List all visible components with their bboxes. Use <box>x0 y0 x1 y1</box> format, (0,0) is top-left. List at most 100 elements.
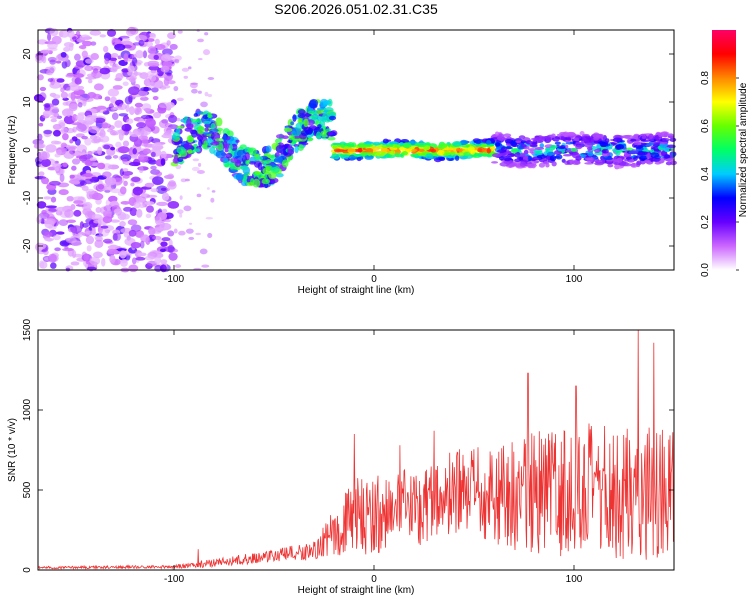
heatmap-cell <box>604 138 610 144</box>
heatmap-cell <box>519 161 527 167</box>
heatmap-cell <box>61 57 69 62</box>
heatmap-cell <box>160 158 166 166</box>
colorbar-tick-label: 0.4 <box>700 167 711 181</box>
heatmap-cell <box>95 105 107 113</box>
heatmap-cell <box>38 260 45 269</box>
heatmap-cell <box>36 201 47 209</box>
heatmap-cell <box>54 153 61 158</box>
heatmap-cell <box>649 149 655 153</box>
heatmap-cell <box>438 143 447 149</box>
heatmap-cell <box>163 77 170 86</box>
heatmap-y-axis-label: Frequency (Hz) <box>7 116 18 185</box>
heatmap-cell <box>97 183 105 190</box>
heatmap-cell <box>343 154 349 159</box>
heatmap-cell <box>503 155 512 162</box>
heatmap-y-ticks: -20 -10 0 10 20 <box>22 48 674 253</box>
heatmap-cell <box>115 141 122 148</box>
heatmap-cell <box>197 125 205 135</box>
heatmap-cell <box>399 146 405 151</box>
heatmap-cell <box>584 136 595 139</box>
heatmap-cell <box>305 129 313 135</box>
heatmap-cell <box>50 262 57 269</box>
heatmap-cell <box>119 221 126 227</box>
heatmap-cell <box>190 118 199 123</box>
heatmap-cell <box>467 146 475 152</box>
heatmap-cell <box>52 129 61 137</box>
heatmap-cell <box>91 149 102 154</box>
snr-y-axis-label: SNR (10 * v/v) <box>7 418 18 482</box>
colorbar-tick-label: 0.0 <box>700 263 711 277</box>
heatmap-cell <box>203 140 208 150</box>
heatmap-cell <box>83 201 93 210</box>
heatmap-cell <box>70 225 83 234</box>
heatmap-cell <box>167 201 180 209</box>
heatmap-cell <box>159 248 166 253</box>
heatmap-cell <box>242 173 248 181</box>
heatmap-cell <box>86 245 92 252</box>
heatmap-cell <box>41 158 52 167</box>
heatmap-cell <box>161 118 169 124</box>
heatmap-cell <box>109 188 122 194</box>
heatmap-cell <box>102 216 113 224</box>
heatmap-cell <box>135 34 148 42</box>
heatmap-cell <box>257 162 263 171</box>
heatmap-cell <box>185 228 194 234</box>
heatmap-cell <box>54 167 60 172</box>
heatmap-cell <box>538 162 546 168</box>
heatmap-cell <box>55 54 63 61</box>
heatmap-cell <box>498 156 505 161</box>
heatmap-cell <box>496 149 507 153</box>
heatmap-cell <box>160 187 167 191</box>
heatmap-cell <box>113 208 123 215</box>
heatmap-cell <box>147 81 157 89</box>
heatmap-cell <box>297 109 306 115</box>
heatmap-cell <box>174 264 182 268</box>
heatmap-cell <box>106 28 117 37</box>
heatmap-cell <box>85 58 94 64</box>
heatmap-cell <box>202 120 212 125</box>
heatmap-cell <box>630 138 637 142</box>
heatmap-cell <box>316 131 322 140</box>
heatmap-cell <box>73 73 84 78</box>
heatmap-cell <box>47 41 58 50</box>
heatmap-cell <box>72 126 77 133</box>
heatmap-cell <box>385 144 394 148</box>
heatmap-cell <box>236 149 247 158</box>
heatmap-cell <box>551 133 556 138</box>
heatmap-cell <box>275 144 284 154</box>
heatmap-cell <box>492 153 502 158</box>
heatmap-cell <box>43 218 56 225</box>
heatmap-cell <box>235 172 244 182</box>
heatmap-cell <box>633 156 638 161</box>
heatmap-cell <box>43 129 53 135</box>
heatmap-cell <box>154 215 160 221</box>
colorbar: 0.0 0.2 0.4 0.6 0.8 Normalized spectral ampl… <box>700 30 749 277</box>
heatmap-cell <box>81 40 93 47</box>
heatmap-cell <box>93 117 106 124</box>
heatmap-cell <box>353 153 363 157</box>
heatmap-cell <box>309 98 319 108</box>
heatmap-cell <box>55 231 65 235</box>
heatmap-cell <box>245 159 250 165</box>
heatmap-cell <box>262 167 271 175</box>
heatmap-cell <box>110 219 121 223</box>
heatmap-cell <box>97 162 106 170</box>
heatmap-cell <box>322 100 332 105</box>
heatmap-cell <box>74 138 81 146</box>
heatmap-cell <box>536 154 547 159</box>
heatmap-cell <box>150 165 157 170</box>
heatmap-cell <box>222 157 229 164</box>
snr-y-tick-label: 500 <box>22 481 33 498</box>
heatmap-cell <box>587 152 594 157</box>
heatmap-cell <box>160 241 168 247</box>
heatmap-cell <box>385 153 391 159</box>
heatmap-cell <box>58 122 66 129</box>
heatmap-cell <box>124 96 133 105</box>
heatmap-cell <box>104 155 112 160</box>
heatmap-cell <box>186 118 192 127</box>
heatmap-cell <box>38 212 50 220</box>
heatmap-cell <box>198 139 203 148</box>
heatmap-cell <box>44 231 53 238</box>
heatmap-cell <box>75 30 81 36</box>
